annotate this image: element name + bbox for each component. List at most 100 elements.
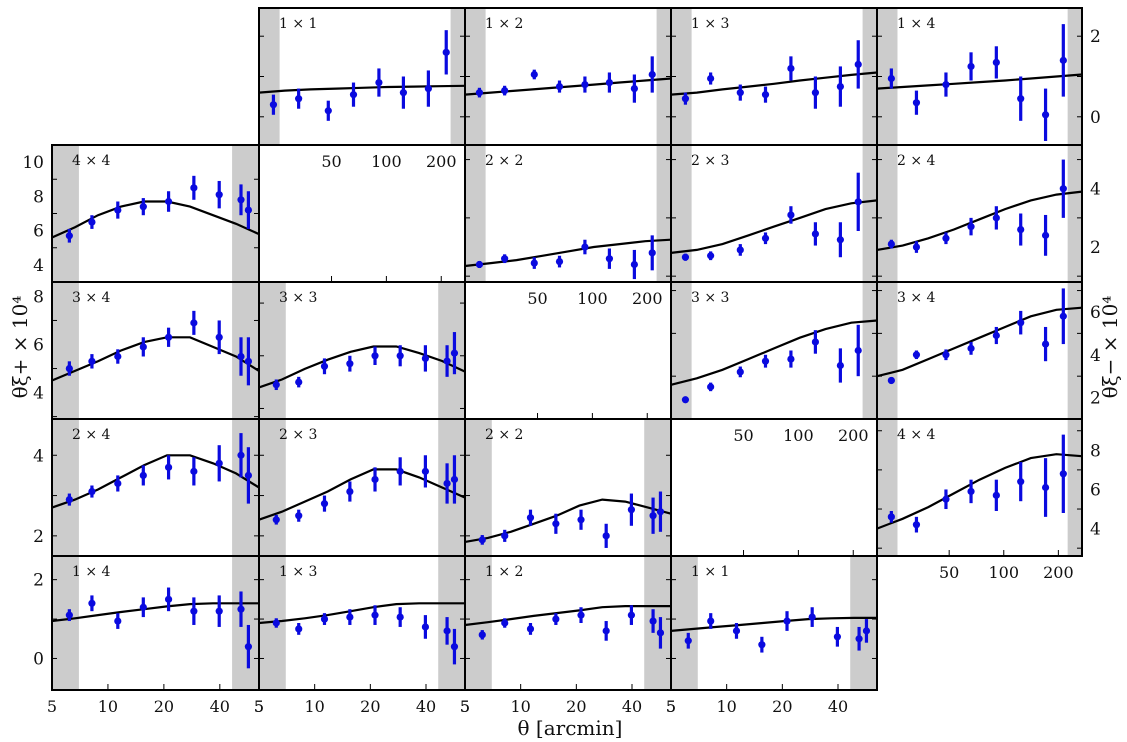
- data-point: [190, 319, 198, 327]
- x-tick-label: 200: [632, 289, 663, 308]
- data-point: [272, 381, 280, 389]
- data-point: [1041, 231, 1050, 239]
- model-curve: [258, 84, 466, 94]
- data-point: [630, 84, 638, 93]
- x-axis-label: θ [arcmin]: [517, 716, 623, 740]
- data-point: [139, 343, 147, 351]
- data-point: [912, 99, 921, 107]
- x-tick-label: 40: [622, 697, 642, 716]
- y-tick-label: 6: [1090, 303, 1101, 323]
- y-tick-label: 0: [33, 649, 44, 669]
- x-tick-label: 100: [371, 152, 402, 171]
- panel-label: 1 × 4: [897, 16, 936, 32]
- data-point: [1017, 95, 1025, 103]
- data-point: [684, 637, 692, 645]
- x-tick-label: 200: [426, 152, 457, 171]
- data-point: [577, 611, 585, 619]
- data-point: [346, 360, 354, 368]
- model-curve: [876, 453, 1083, 530]
- data-point: [648, 249, 656, 257]
- data-point: [320, 362, 329, 370]
- model-curve: [670, 319, 878, 386]
- data-point: [421, 354, 430, 363]
- model-curve: [464, 498, 672, 543]
- x-tick-label: 40: [210, 697, 230, 716]
- data-point: [1041, 483, 1050, 492]
- data-point: [736, 246, 744, 254]
- data-point: [396, 613, 404, 621]
- data-point: [295, 625, 303, 633]
- data-point: [295, 95, 303, 103]
- data-point: [295, 512, 303, 520]
- y-tick-label: 2: [33, 527, 44, 547]
- x-tick-label: 100: [783, 426, 814, 445]
- data-point: [787, 355, 795, 363]
- data-point: [396, 352, 404, 360]
- data-point: [501, 619, 509, 627]
- y-tick-label: 6: [33, 335, 44, 355]
- data-point: [555, 82, 564, 91]
- data-point: [443, 479, 451, 488]
- data-point: [887, 513, 895, 521]
- mask-region-right: [862, 8, 877, 145]
- data-point: [942, 351, 950, 359]
- data-point: [630, 260, 638, 269]
- x-tick-label: 40: [416, 697, 436, 716]
- data-point: [912, 521, 921, 529]
- data-point: [190, 184, 198, 192]
- data-point: [65, 495, 73, 504]
- data-point: [862, 627, 871, 635]
- x-tick-label: 50: [527, 289, 547, 308]
- mask-region-left: [52, 282, 79, 419]
- data-point: [732, 627, 741, 635]
- mask-region-right: [850, 556, 877, 690]
- model-curve: [876, 306, 1083, 378]
- data-point: [65, 232, 73, 240]
- y-tick-label: 2: [1090, 238, 1101, 258]
- data-point: [530, 259, 538, 267]
- data-point: [681, 95, 690, 103]
- y-tick-label: 8: [33, 187, 44, 207]
- data-point: [244, 643, 253, 651]
- mask-region-left: [671, 8, 692, 145]
- y-tick-label: 4: [33, 384, 44, 404]
- y-tick-label: 2: [33, 571, 44, 591]
- x-tick-label: 5: [47, 697, 57, 716]
- data-point: [244, 206, 253, 214]
- panel-label: 1 × 3: [279, 564, 317, 580]
- data-point: [605, 78, 614, 87]
- data-point: [648, 70, 656, 79]
- x-tick-label: 10: [98, 697, 118, 716]
- data-point: [190, 607, 198, 615]
- data-point: [530, 70, 538, 79]
- data-point: [649, 617, 657, 625]
- panel-frame-empty: [464, 281, 672, 420]
- x-tick-label: 20: [772, 697, 792, 716]
- data-point: [942, 234, 950, 242]
- data-point: [269, 101, 278, 109]
- data-point: [244, 357, 253, 365]
- data-point: [324, 107, 332, 115]
- data-point: [375, 78, 383, 87]
- model-curve: [464, 605, 671, 627]
- data-point: [501, 255, 509, 263]
- data-point: [1059, 312, 1067, 320]
- data-point: [164, 463, 173, 471]
- panel-label: 1 × 1: [691, 564, 729, 580]
- data-point: [783, 617, 791, 625]
- x-tick-label: 10: [304, 697, 324, 716]
- data-point: [215, 607, 223, 615]
- x-tick-label: 50: [733, 426, 753, 445]
- model-curve: [51, 602, 259, 623]
- data-point: [371, 352, 379, 360]
- data-point: [942, 495, 950, 503]
- model-curve: [876, 73, 1083, 90]
- data-point: [1017, 225, 1025, 234]
- panel-label: 4 × 4: [897, 427, 936, 443]
- data-point: [707, 383, 715, 391]
- y-tick-label: 2: [1090, 389, 1101, 409]
- data-point: [761, 234, 770, 242]
- x-tick-label: 50: [939, 563, 959, 582]
- x-tick-label: 20: [566, 697, 586, 716]
- data-point: [478, 631, 486, 639]
